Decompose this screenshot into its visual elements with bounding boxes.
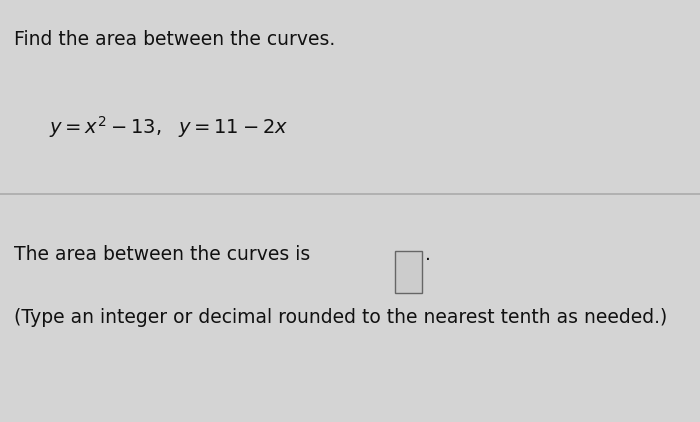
Text: $y = x^2 - 13,\ \ y = 11 - 2x$: $y = x^2 - 13,\ \ y = 11 - 2x$ bbox=[49, 114, 288, 140]
Text: (Type an integer or decimal rounded to the nearest tenth as needed.): (Type an integer or decimal rounded to t… bbox=[14, 308, 667, 327]
Text: .: . bbox=[425, 245, 430, 264]
Text: Find the area between the curves.: Find the area between the curves. bbox=[14, 30, 335, 49]
Text: The area between the curves is: The area between the curves is bbox=[14, 245, 310, 264]
FancyBboxPatch shape bbox=[395, 251, 422, 293]
